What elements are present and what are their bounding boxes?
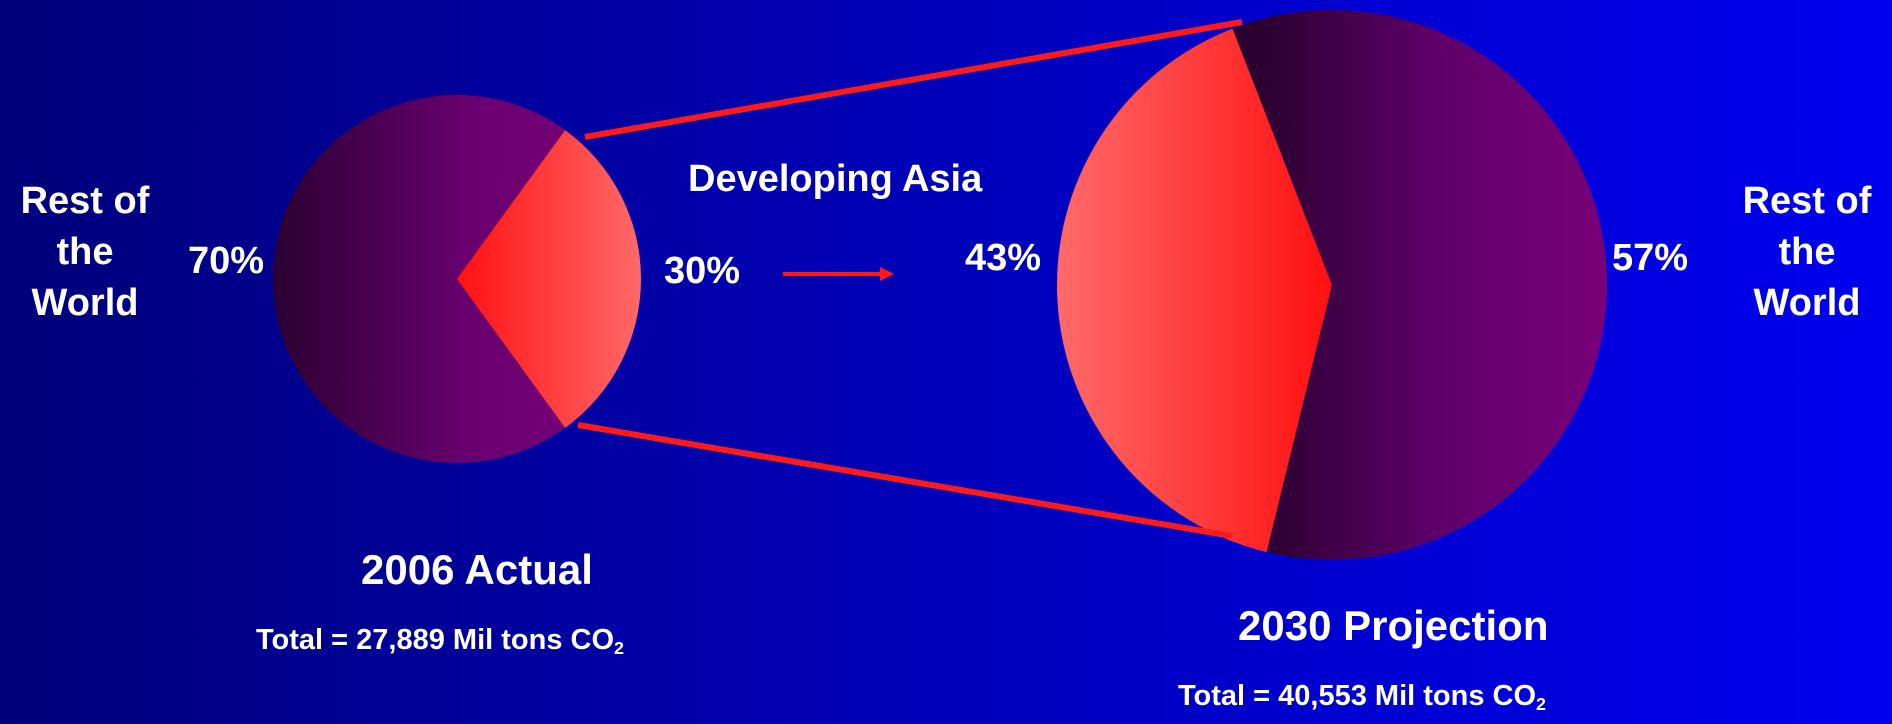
pie-2006-slice-developing-asia (457, 130, 641, 428)
arrow-icon (783, 267, 894, 281)
pie-2030-subtitle: Total = 40,553 Mil tons CO2 (1178, 680, 1547, 715)
pie-2006-slice-rest-of-world (273, 95, 566, 464)
connector-line-top (584, 19, 1243, 140)
pie-2006-label-asia-percent: 30% (664, 250, 741, 292)
pie-2030-label-rest-percent: 57% (1612, 237, 1689, 279)
pie-2030 (1057, 9, 1608, 561)
label-developing-asia: Developing Asia (688, 158, 983, 200)
pie-2030-slice-rest-of-world (1232, 9, 1608, 561)
connector-line-bottom (577, 422, 1233, 539)
pie-2030-title: 2030 Projection (1238, 602, 1549, 649)
pie-2006-label-rest-percent: 70% (188, 240, 265, 282)
pie-2006-subtitle: Total = 27,889 Mil tons CO2 (256, 624, 625, 659)
pie-2006-title: 2006 Actual (361, 546, 593, 593)
label-rest-of-world-left: Rest of the World (20, 180, 150, 324)
pie-2006 (273, 95, 641, 464)
pie-2030-slice-developing-asia (1057, 28, 1332, 553)
pie-2030-label-asia-percent: 43% (965, 237, 1042, 279)
label-rest-of-world-right: Rest of the World (1742, 180, 1872, 324)
